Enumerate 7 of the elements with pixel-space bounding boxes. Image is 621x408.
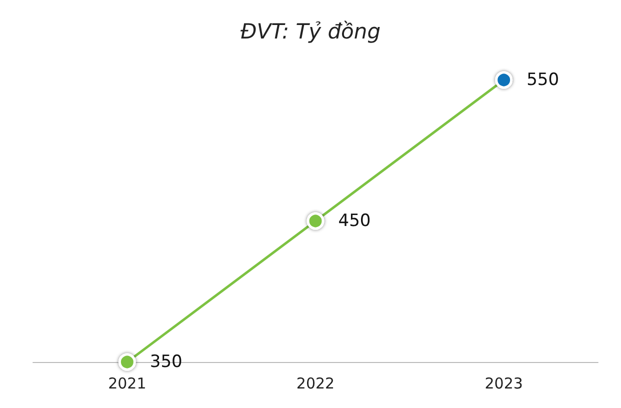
chart-title: ĐVT: Tỷ đồng bbox=[240, 20, 381, 44]
x-tick-label: 2022 bbox=[296, 374, 335, 392]
x-tick-label: 2023 bbox=[484, 374, 523, 392]
data-label: 350 bbox=[150, 352, 182, 372]
x-tick-label: 2021 bbox=[108, 374, 146, 392]
data-label: 450 bbox=[338, 211, 371, 231]
data-label: 550 bbox=[526, 70, 560, 90]
